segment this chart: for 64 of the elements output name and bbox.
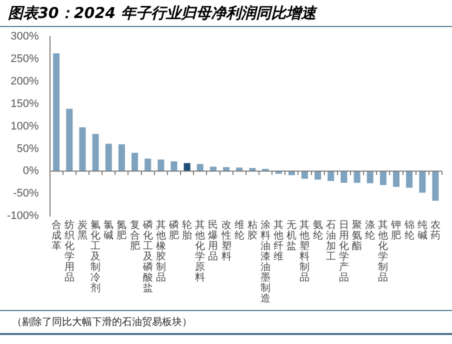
bar: [92, 134, 99, 172]
x-tick-label: 维纶: [234, 219, 244, 242]
y-tick-label: 100%: [10, 120, 40, 132]
x-tick-label: 涂料油漆油墨制造: [260, 219, 271, 304]
y-tick-label: 200%: [10, 75, 40, 88]
bar: [366, 171, 374, 184]
y-tick-label: 250%: [10, 53, 40, 66]
bar: [419, 171, 426, 193]
x-tick-label: 纺织化学用品: [64, 219, 74, 284]
bar: [432, 171, 439, 201]
x-tick-label: 钾肥: [390, 220, 402, 242]
bar: [328, 171, 334, 182]
text: （剔除了同比大幅下滑的石油贸易板块）: [0, 310, 452, 335]
y-tick-label: -100%: [7, 210, 40, 222]
bar: [144, 158, 152, 172]
bar: [132, 152, 138, 172]
bar: [66, 108, 73, 172]
x-tick-label: 农药: [430, 220, 440, 242]
x-tick-label: 其他塑料制品: [300, 219, 310, 284]
bar: [53, 53, 60, 172]
chart-title: 图表30：2024 年子行业归母净利润同比增速: [0, 0, 452, 27]
x-tick-label: 聚氨酯: [352, 219, 362, 252]
x-tick-label: 炭黑: [77, 219, 88, 242]
x-tick-label: 其他化学原料: [195, 219, 206, 284]
y-tick-label: -50%: [13, 188, 40, 200]
bar: [314, 171, 322, 180]
x-tick-label: 无机盐: [286, 220, 297, 252]
y-tick-label: 50%: [16, 142, 39, 155]
bar: [354, 171, 360, 183]
x-tick-label: 其他纤维: [274, 219, 284, 262]
y-tick-label: 300%: [10, 30, 40, 43]
bar: [340, 171, 348, 183]
bar: [301, 171, 308, 179]
bar: [118, 144, 125, 172]
x-tick-label: 氨纶: [312, 220, 323, 242]
x-tick-label: 改性塑料: [220, 220, 232, 262]
x-tick-label: 纯碱: [417, 219, 428, 242]
x-tick-label: 合成革: [51, 219, 62, 252]
bar: [380, 171, 386, 186]
bar: [170, 161, 178, 172]
y-tick-label: 0%: [22, 165, 40, 178]
x-tick-label: 轮胎: [182, 219, 192, 242]
x-tick-label: 涤纶: [365, 219, 376, 242]
x-tick-label: 锦纶: [403, 220, 414, 242]
x-tick-label: 氮肥: [116, 220, 127, 242]
y-tick-label: 150%: [10, 98, 40, 110]
x-tick-label: 粘胶: [247, 219, 258, 242]
bar: [79, 127, 86, 172]
bar: [158, 159, 164, 172]
bar: [392, 171, 400, 187]
x-tick-label: 氟化工及制冷剂: [90, 220, 101, 294]
bar: [105, 144, 112, 172]
bar: [406, 171, 413, 188]
x-tick-label: 石油加工: [326, 220, 336, 262]
x-tick-label: 复合肥: [130, 219, 140, 252]
x-tick-label: 氯碱: [104, 220, 114, 242]
x-tick-label: 日用化学产品: [338, 220, 349, 284]
bar: [184, 163, 190, 172]
x-tick-label: 民爆用品: [208, 220, 218, 262]
x-tick-label: 其他化学制品: [378, 219, 388, 284]
bar: [196, 164, 204, 172]
x-tick-label: 磷化工及磷酸盐: [142, 219, 153, 294]
x-tick-label: 其他橡胶制品: [156, 219, 166, 284]
x-tick-label: 磷肥: [168, 219, 179, 242]
